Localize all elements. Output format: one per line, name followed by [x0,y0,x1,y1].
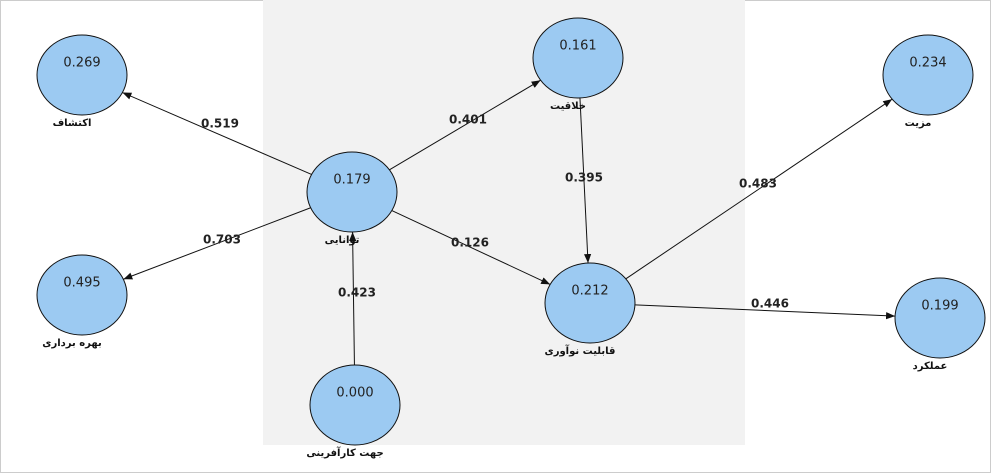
edge-arrow [123,207,311,280]
edge-arrow [579,97,592,264]
r-squared: 0.179 [333,173,370,188]
construct-node [36,254,128,336]
edge-arrow [625,98,893,280]
path-coefficient: 0.126 [451,236,489,250]
edge-arrow [389,79,541,171]
r-squared: 0.161 [559,39,596,54]
edge-arrow [391,210,551,285]
path-coefficient: 0.483 [739,177,777,191]
edge-arrow [122,92,312,175]
construct-label: اکتشاف [53,118,92,129]
path-coefficient: 0.423 [338,286,376,300]
construct-label: خلاقیت [550,101,586,112]
path-coefficient: 0.703 [203,233,241,247]
edge-arrow [349,231,357,366]
path-coefficient: 0.401 [449,113,487,127]
r-squared: 0.000 [336,386,373,401]
construct-node [894,277,986,359]
path-coefficient: 0.395 [565,171,603,185]
nodes: 0.269 اکتشاف 0.161 خلاقیت 0.234 مزیت 0.179 توان… [36,17,986,459]
edge-arrow [634,304,896,320]
r-squared: 0.199 [921,299,958,314]
path-coefficient: 0.446 [751,297,789,311]
construct-label: جهت کارآفرینی [306,446,383,459]
construct-label: عملکرد [913,361,948,372]
r-squared: 0.495 [63,276,100,291]
construct-label: مزیت [905,118,932,129]
construct-node [532,17,624,99]
r-squared: 0.212 [571,284,608,299]
r-squared: 0.234 [909,56,946,71]
path-coefficient: 0.519 [201,117,239,131]
r-squared: 0.269 [63,56,100,71]
construct-label: توانایی [325,235,360,246]
construct-node [306,151,398,233]
construct-label: بهره برداری [42,338,101,349]
construct-label: قابلیت نوآوری [545,344,616,357]
edges: 0.519 0.401 0.703 0.126 0.395 0.483 0.446 0.423 [122,79,896,366]
construct-node [36,34,128,116]
construct-node [882,34,974,116]
construct-node [309,364,401,446]
construct-node [544,262,636,344]
